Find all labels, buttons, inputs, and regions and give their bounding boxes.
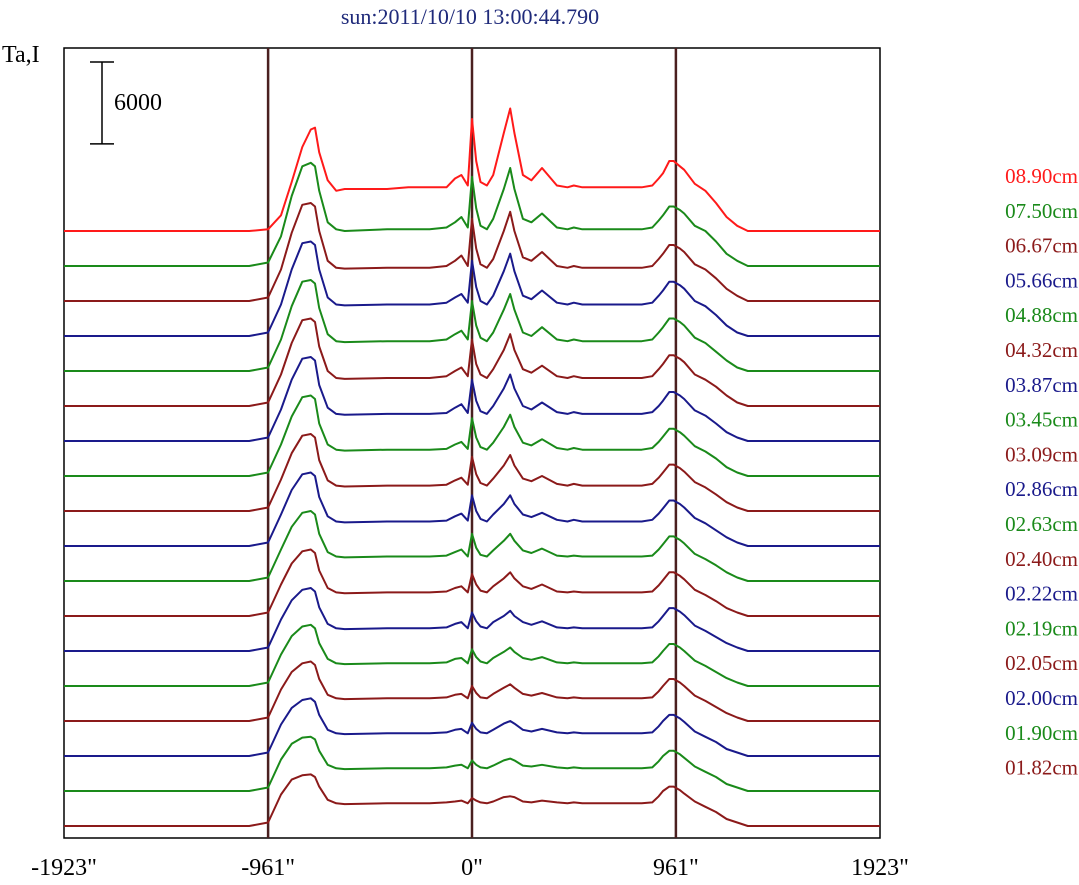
chart-title: sun:2011/10/10 13:00:44.790	[341, 4, 599, 29]
legend-entry-02.00cm: 02.00cm	[1005, 686, 1078, 710]
legend-entry-02.05cm: 02.05cm	[1005, 651, 1078, 675]
legend: 08.90cm 07.50cm 06.67cm 05.66cm 04.88cm 04.32…	[1005, 164, 1078, 780]
legend-entry-04.32cm: 04.32cm	[1005, 338, 1078, 362]
series-group	[64, 107, 880, 827]
legend-entry-03.09cm: 03.09cm	[1005, 442, 1078, 466]
x-tick-label-2: 0"	[461, 855, 483, 881]
series-line-04.88cm	[64, 279, 880, 372]
series-line-03.45cm	[64, 394, 880, 477]
series-line-02.19cm	[64, 623, 880, 687]
legend-entry-03.45cm: 03.45cm	[1005, 408, 1078, 432]
legend-entry-01.90cm: 01.90cm	[1005, 721, 1078, 745]
vertical-reference-lines	[266, 48, 678, 838]
legend-entry-07.50cm: 07.50cm	[1005, 199, 1078, 223]
x-tick-label-3: 961"	[653, 855, 699, 881]
legend-entry-03.87cm: 03.87cm	[1005, 373, 1078, 397]
series-line-03.09cm	[64, 433, 880, 512]
x-tick-label-1: -961"	[241, 855, 295, 881]
legend-entry-02.22cm: 02.22cm	[1005, 582, 1078, 606]
legend-entry-05.66cm: 05.66cm	[1005, 268, 1078, 292]
series-line-05.66cm	[64, 240, 880, 337]
legend-entry-02.40cm: 02.40cm	[1005, 547, 1078, 571]
scale-bar: 6000	[90, 61, 162, 145]
series-line-02.40cm	[64, 548, 880, 617]
series-line-02.22cm	[64, 587, 880, 652]
legend-entry-01.82cm: 01.82cm	[1005, 756, 1078, 780]
series-line-02.63cm	[64, 510, 880, 582]
series-line-01.82cm	[64, 773, 880, 827]
legend-entry-02.63cm: 02.63cm	[1005, 512, 1078, 536]
series-line-02.00cm	[64, 697, 880, 757]
scale-bar-label: 6000	[114, 90, 162, 116]
x-tick-labels: -1923" -961" 0" 961" 1923"	[31, 855, 909, 881]
series-line-07.50cm	[64, 161, 880, 267]
series-line-04.32cm	[64, 317, 880, 407]
series-line-01.90cm	[64, 735, 880, 792]
y-axis-label: Ta,I	[2, 42, 40, 68]
legend-entry-04.88cm: 04.88cm	[1005, 303, 1078, 327]
legend-entry-02.19cm: 02.19cm	[1005, 616, 1078, 640]
series-line-08.90cm	[64, 107, 880, 232]
legend-entry-08.90cm: 08.90cm	[1005, 164, 1078, 188]
series-line-02.05cm	[64, 660, 880, 722]
legend-entry-06.67cm: 06.67cm	[1005, 234, 1078, 258]
series-line-03.87cm	[64, 356, 880, 442]
x-tick-label-4: 1923"	[851, 855, 909, 881]
series-line-02.86cm	[64, 471, 880, 547]
x-tick-label-0: -1923"	[31, 855, 97, 881]
legend-entry-02.86cm: 02.86cm	[1005, 477, 1078, 501]
series-line-06.67cm	[64, 202, 880, 302]
